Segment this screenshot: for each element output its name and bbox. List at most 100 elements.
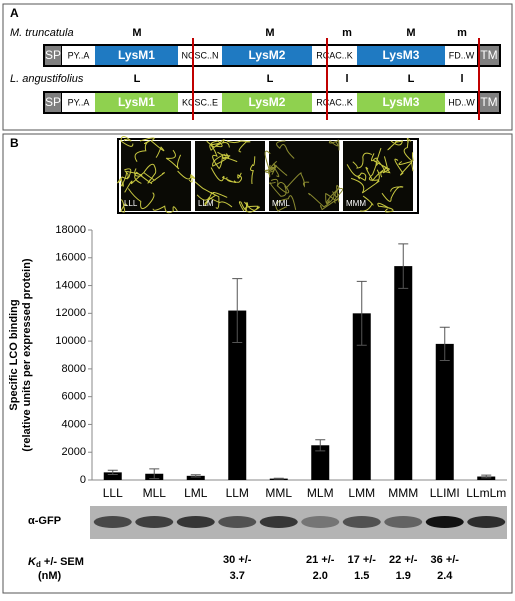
image-label: LLL [124,199,138,208]
error-bar [190,474,201,478]
panel-b-border [2,133,513,594]
domain-label: PY..A [68,50,90,60]
bar [352,313,371,480]
domain-letter: M [265,27,274,39]
domain-label: KCSC..E [182,97,218,107]
organism: L. angustifolius [10,73,84,85]
y-tick-label: 8000 [62,363,86,375]
domain-label: LysM3 [383,95,420,109]
domain [178,45,222,66]
kd-value: 2.0 [313,570,328,582]
x-tick-label: LLL [103,486,123,500]
domain [62,45,95,66]
domain-label: PY..A [68,97,90,107]
panel-label: A [10,6,19,20]
kd-value: 1.5 [354,570,369,582]
domain [222,45,312,66]
blot-band [176,516,215,528]
domain-label: SP [45,48,61,62]
blot-label: α-GFP [28,515,61,527]
y-axis-title: Specific LCO binding [8,299,20,410]
domain-letter: m [457,27,467,39]
domain-letter: M [132,27,141,39]
domain-letter: l [460,73,463,85]
domain [178,92,222,113]
domain-letter: L [134,73,141,85]
domain-label: NCSC..N [181,50,218,60]
y-tick-label: 4000 [62,418,86,430]
bar [228,310,247,480]
blot-band [218,516,257,528]
bar [186,475,205,480]
domain [95,45,178,66]
x-tick-label: LML [184,486,208,500]
image-label: MML [272,199,290,208]
x-tick-label: LMM [348,486,375,500]
domain-letter: L [267,73,274,85]
kd-value: 30 +/- [223,554,252,566]
domain-letter: l [345,73,348,85]
blot-band [467,516,506,528]
kd-value: 36 +/- [431,554,460,566]
cell-outline [194,139,260,213]
error-bar [149,468,160,480]
bar [435,343,454,480]
cell-outline [117,136,196,214]
kd-value: 1.9 [396,570,411,582]
kd-subscript: d [36,560,41,569]
blot-band [93,516,132,528]
kd-symbol: K [28,556,37,568]
domain-label: LysM3 [383,48,420,62]
micrograph [269,141,339,211]
kd-unit: (nM) [38,570,62,582]
micrograph [121,141,191,211]
x-tick-label: MLL [143,486,167,500]
domain [445,45,478,66]
domain-label: FD..W [449,50,475,60]
cell-outline [264,139,344,212]
y-tick-label: 10000 [55,335,86,347]
x-tick-label: LLIMI [430,486,460,500]
x-tick-label: MLM [307,486,334,500]
domain-label: RCAC..K [316,97,353,107]
domain [357,45,445,66]
domain [222,92,312,113]
blot-band [135,516,174,528]
y-tick-label: 14000 [55,279,86,291]
domain-letter: M [406,27,415,39]
error-bar [315,439,326,452]
domain [62,92,95,113]
bar [394,266,413,480]
domain-label: LysM2 [249,48,286,62]
y-tick-label: 18000 [55,224,86,236]
blot-band [259,516,298,528]
error-bar [107,469,118,475]
domain-outline [43,91,501,114]
domain-label: RCAC..K [316,50,353,60]
error-bar [398,243,409,289]
y-axis-title: (relative units per expressed protein) [21,258,33,452]
domain-label: LysM1 [118,48,155,62]
blot-band [342,516,381,528]
domain-label: TM [480,95,497,109]
micrograph [343,141,413,211]
blot-band [384,516,423,528]
kd-label: Kd +/- SEM [28,556,84,569]
y-tick-label: 2000 [62,446,86,458]
kd-value: 22 +/- [389,554,418,566]
domain-letter: m [342,27,352,39]
organism: M. truncatula [10,27,74,39]
domain [312,45,357,66]
kd-value: 21 +/- [306,554,335,566]
domain [312,92,357,113]
domain-label: LysM2 [249,95,286,109]
domain-label: HD..W [448,97,475,107]
y-tick-label: 6000 [62,391,86,403]
error-bar [232,278,243,343]
y-tick-label: 12000 [55,307,86,319]
panel-a-border [2,3,513,131]
domain [357,92,445,113]
kd-value: 2.4 [437,570,453,582]
blot-band [301,516,340,528]
